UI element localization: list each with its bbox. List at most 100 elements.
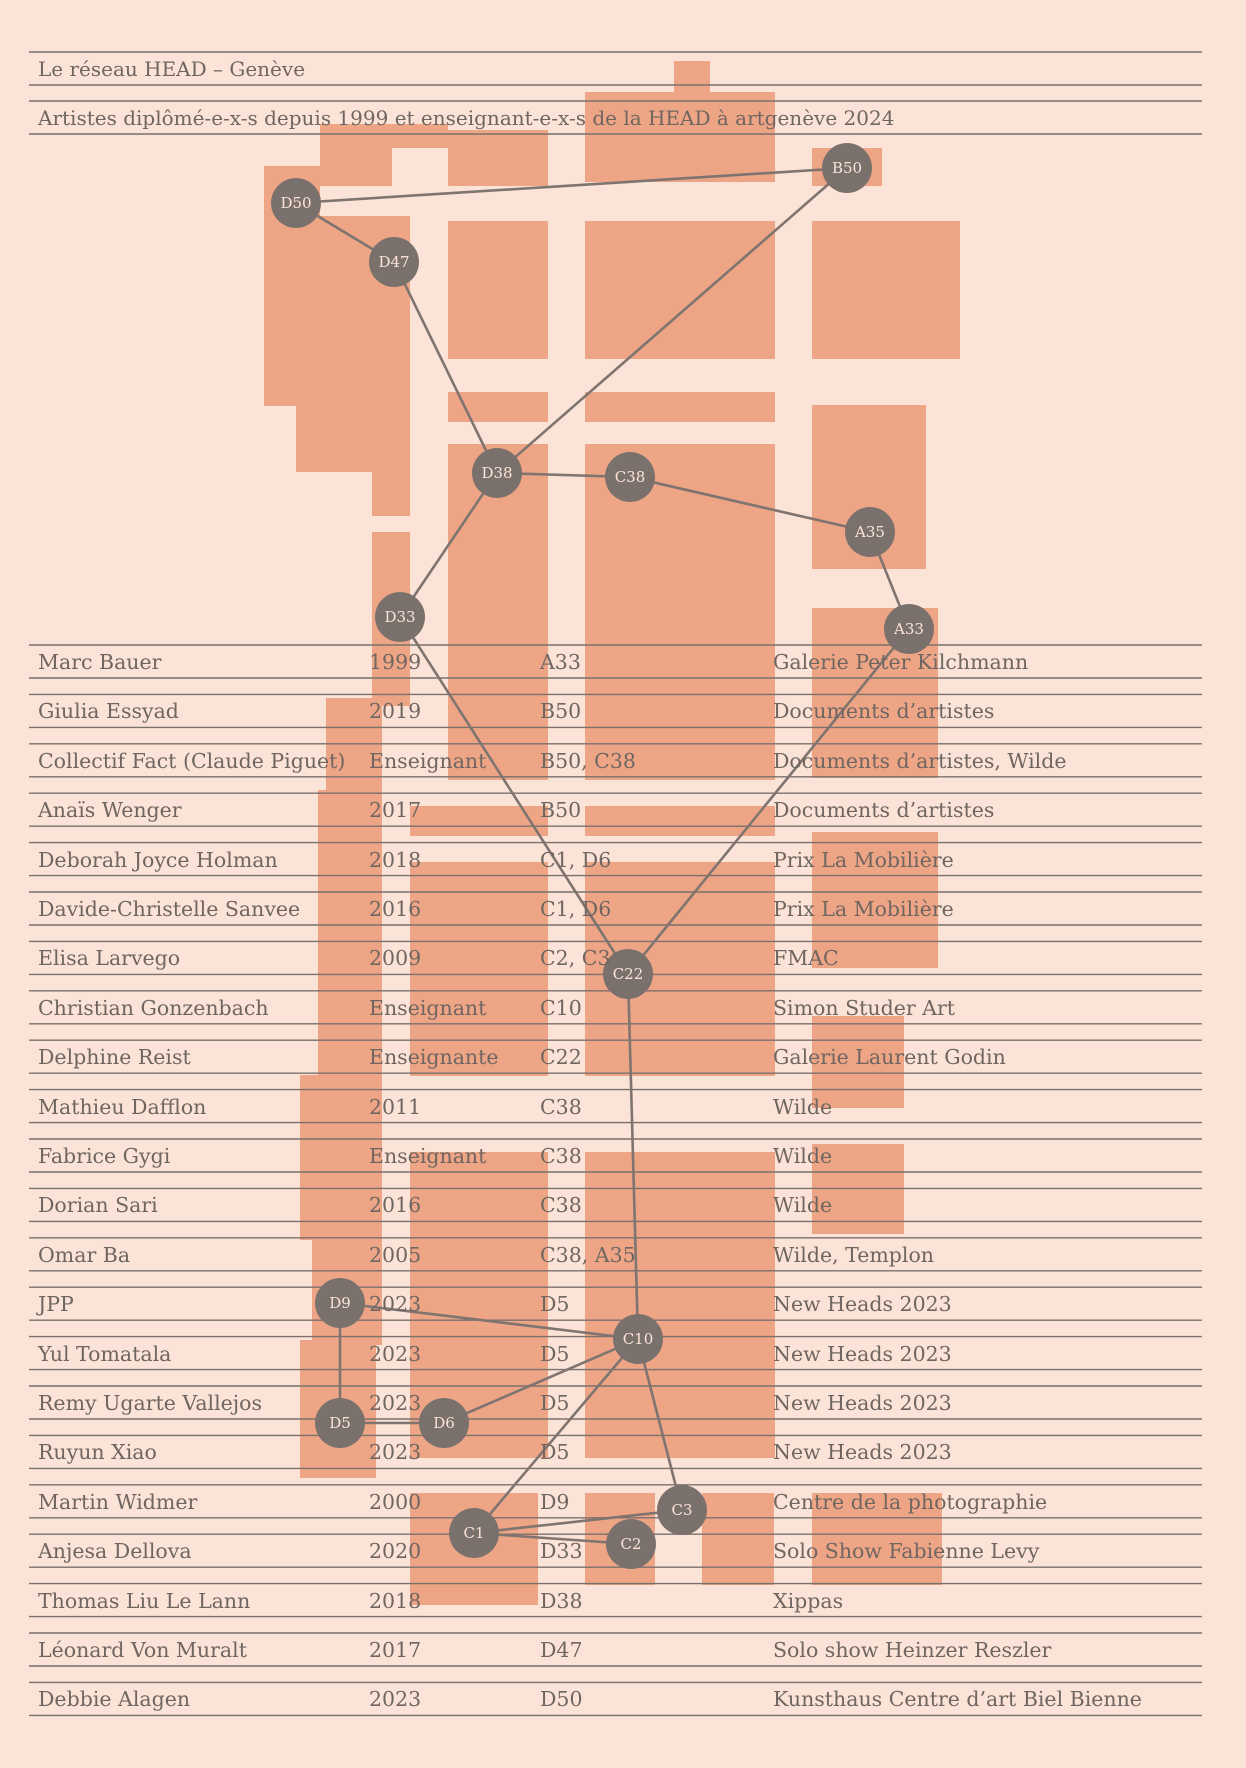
cell-gallery: Documents d’artistes [773, 798, 995, 823]
booth-block [448, 444, 548, 780]
cell-name: Collectif Fact (Claude Piguet) [38, 748, 346, 773]
cell-gallery: New Heads 2023 [773, 1391, 952, 1415]
cell-year: Enseignant [369, 748, 487, 773]
booth-block [448, 130, 548, 186]
cell-year: 1999 [369, 650, 422, 674]
cell-stand: C22 [540, 1045, 582, 1070]
booth-block [300, 1075, 382, 1240]
cell-name: Léonard Von Muralt [38, 1638, 247, 1662]
table-rules [29, 51, 1202, 1717]
cell-name: Christian Gonzenbach [38, 995, 269, 1020]
svg-text:D6: D6 [433, 1414, 455, 1432]
cell-gallery: Centre de la photographie [773, 1489, 1048, 1514]
cell-stand: B50 [540, 699, 582, 724]
cell-stand: B50 [540, 798, 582, 823]
booth-block [585, 392, 775, 422]
cell-year: Enseignante [369, 1045, 499, 1070]
cell-gallery: Wilde [773, 1094, 833, 1119]
svg-text:C38: C38 [615, 468, 646, 486]
cell-year: 2016 [369, 1193, 422, 1218]
booth-block [812, 832, 938, 968]
cell-stand: D5 [540, 1341, 570, 1366]
cell-year: 2016 [369, 897, 422, 921]
cell-name: Anaïs Wenger [38, 798, 182, 823]
booth-block [812, 221, 960, 359]
node-D47: D47 [369, 237, 419, 287]
cell-name: Dorian Sari [38, 1193, 158, 1218]
cell-year: 2023 [369, 1687, 422, 1712]
booth-block [585, 806, 775, 836]
node-C2: C2 [606, 1519, 656, 1569]
cell-gallery: Galerie Peter Kilchmann [773, 650, 1029, 674]
booth-block [448, 392, 548, 422]
cell-name: Davide-Christelle Sanvee [38, 897, 301, 921]
cell-gallery: Wilde [773, 1193, 833, 1218]
booth-block [585, 1152, 775, 1458]
cell-year: 2017 [369, 1638, 422, 1662]
cell-year: 2018 [369, 847, 422, 872]
cell-stand: C1, D6 [540, 847, 612, 872]
svg-text:D9: D9 [329, 1294, 351, 1312]
cell-stand: C2, C3 [540, 946, 611, 971]
cell-stand: D47 [540, 1638, 583, 1662]
cell-year: 2019 [369, 699, 422, 724]
cell-year: 2005 [369, 1242, 422, 1267]
page-title: Le réseau HEAD – Genève [38, 57, 306, 81]
cell-stand: C38 [540, 1094, 582, 1119]
edge-C1-C3 [473, 1508, 683, 1535]
page-subtitle: Artistes diplômé-e-x-s depuis 1999 et en… [38, 106, 895, 130]
svg-text:C10: C10 [623, 1330, 654, 1348]
cell-gallery: Documents d’artistes [773, 699, 995, 724]
cell-gallery: FMAC [773, 946, 839, 971]
edge-D33-C22 [398, 616, 630, 975]
cell-gallery: New Heads 2023 [773, 1440, 952, 1465]
edge-D6-C10 [443, 1337, 639, 1425]
cell-stand: D5 [540, 1292, 570, 1317]
cell-name: Ruyun Xiao [38, 1440, 157, 1465]
svg-text:C22: C22 [613, 965, 644, 983]
cell-year: 2000 [369, 1489, 422, 1514]
cell-year: 2018 [369, 1588, 422, 1613]
booth-block [372, 472, 410, 516]
edge-C38-A35 [629, 475, 871, 534]
cell-stand: D9 [540, 1489, 570, 1514]
cell-year: 2009 [369, 946, 422, 971]
cell-gallery: Wilde [773, 1144, 833, 1168]
cell-name: JPP [38, 1292, 74, 1317]
cell-stand: C38, A35 [540, 1242, 636, 1267]
cell-gallery: Simon Studer Art [773, 995, 955, 1020]
cell-stand: C38 [540, 1193, 582, 1218]
cell-stand: D5 [540, 1391, 570, 1415]
cell-stand: C1, D6 [540, 897, 612, 921]
node-D9: D9 [315, 1278, 365, 1328]
booth-block [812, 1493, 942, 1585]
svg-text:D33: D33 [384, 608, 415, 626]
cell-year: 2023 [369, 1440, 422, 1465]
cell-name: Remy Ugarte Vallejos [38, 1391, 263, 1415]
cell-year: Enseignant [369, 1144, 487, 1168]
cell-year: Enseignant [369, 995, 487, 1020]
booth-block [296, 406, 410, 472]
cell-gallery: Prix La Mobilière [773, 847, 954, 872]
svg-text:B50: B50 [832, 159, 862, 177]
cell-name: Debbie Alagen [38, 1687, 191, 1712]
cell-gallery: New Heads 2023 [773, 1341, 952, 1366]
cell-name: Marc Bauer [38, 650, 162, 674]
node-C10: C10 [613, 1314, 663, 1364]
cell-year: 2023 [369, 1341, 422, 1366]
cell-name: Deborah Joyce Holman [38, 847, 278, 872]
cell-year: 2017 [369, 798, 422, 823]
cell-stand: A33 [540, 650, 581, 674]
cell-year: 2011 [369, 1094, 422, 1119]
edge-A33-C22 [626, 628, 911, 975]
cell-stand: C10 [540, 995, 582, 1020]
svg-text:D47: D47 [378, 253, 409, 271]
cell-name: Fabrice Gygi [38, 1144, 171, 1168]
cell-name: Delphine Reist [38, 1045, 191, 1070]
booth-block [372, 532, 410, 578]
cell-name: Yul Tomatala [38, 1341, 172, 1366]
svg-text:C1: C1 [463, 1524, 484, 1542]
node-C22: C22 [603, 949, 653, 999]
node-D33: D33 [375, 592, 425, 642]
